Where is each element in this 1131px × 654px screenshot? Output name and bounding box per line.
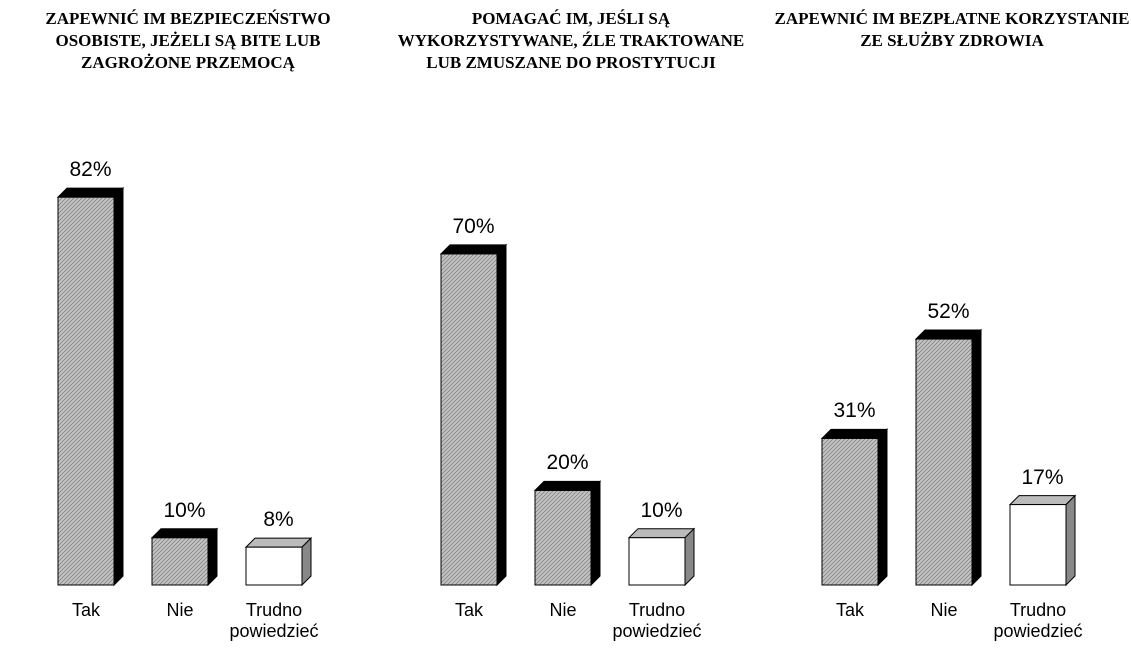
x-tick-label: Nie — [166, 600, 194, 620]
bar-top — [244, 537, 313, 548]
bar-side — [207, 527, 218, 587]
x-tick-label: Tak — [835, 600, 864, 620]
x-tick-label: Tak — [454, 600, 483, 620]
x-tick-label: Nie — [930, 600, 958, 620]
bar — [1009, 504, 1067, 586]
value-label: 70% — [452, 214, 495, 238]
x-tick-label: Trudno powiedzieć — [229, 600, 319, 641]
x-tick-label: Trudno powiedzieć — [993, 600, 1083, 641]
bar-hatch — [534, 489, 592, 586]
bar-side — [301, 536, 312, 587]
chart-title: ZAPEWNIĆ IM BEZPŁATNE KORZYSTANIE ZE SŁU… — [774, 9, 1130, 50]
bar-top — [820, 428, 889, 439]
bar-hatch — [57, 196, 115, 586]
chart-title: ZAPEWNIĆ IM BEZPIECZEŃSTWO OSOBISTE, JEŻ… — [45, 9, 331, 72]
bar-hatch — [151, 537, 209, 586]
bar-top — [439, 244, 508, 255]
bar-hatch — [915, 338, 973, 586]
value-label: 17% — [1021, 465, 1064, 489]
bar-top — [627, 528, 696, 539]
x-tick-label: Nie — [549, 600, 577, 620]
value-label: 20% — [546, 451, 589, 475]
bar-side — [971, 328, 982, 587]
bar-hatch — [440, 253, 498, 586]
bar-hatch — [821, 437, 879, 586]
bar — [245, 546, 303, 586]
bar-side — [877, 428, 888, 587]
value-label: 10% — [640, 498, 683, 522]
bar-side — [1065, 494, 1076, 587]
bar — [628, 537, 686, 586]
bar-top — [533, 480, 602, 491]
bar-side — [496, 243, 507, 587]
value-label: 82% — [69, 158, 112, 182]
value-label: 52% — [927, 300, 970, 324]
bar-top — [150, 528, 219, 539]
bar-top — [56, 187, 125, 198]
bar-top — [914, 329, 983, 340]
value-label: 8% — [263, 508, 294, 532]
x-tick-label: Tak — [71, 600, 100, 620]
x-tick-label: Trudno powiedzieć — [612, 600, 702, 641]
bar-top — [1008, 495, 1077, 506]
bar-side — [113, 186, 124, 587]
bar-side — [684, 527, 695, 587]
chart-title: POMAGAĆ IM, JEŚLI SĄ WYKORZYSTYWANE, ŹLE… — [397, 9, 745, 72]
bar-side — [590, 480, 601, 587]
value-label: 10% — [163, 498, 206, 522]
value-label: 31% — [833, 399, 876, 423]
